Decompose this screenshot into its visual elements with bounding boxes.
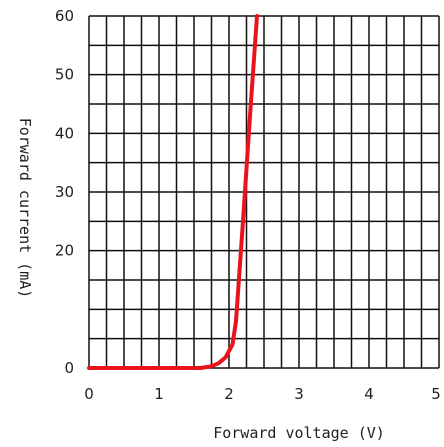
x-tick-label: 5 — [431, 385, 441, 403]
y-tick-labels: 0 20 30 40 50 60 — [55, 7, 74, 377]
y-axis-label: Forward current (mA) — [16, 118, 34, 299]
x-tick-label: 1 — [154, 385, 164, 403]
y-tick-label: 40 — [55, 124, 74, 142]
x-tick-labels: 0 1 2 3 4 5 — [84, 385, 441, 403]
y-tick-label: 0 — [64, 359, 74, 377]
x-tick-label: 2 — [224, 385, 234, 403]
y-tick-label: 60 — [55, 7, 74, 25]
grid — [88, 15, 440, 369]
x-axis-label: Forward voltage (V) — [213, 424, 385, 442]
y-tick-label: 50 — [55, 66, 74, 84]
series-line — [87, 14, 259, 370]
x-tick-label: 4 — [364, 385, 374, 403]
y-tick-label: 30 — [55, 183, 74, 201]
y-tick-label: 20 — [55, 242, 74, 260]
x-tick-label: 0 — [84, 385, 94, 403]
x-tick-label: 3 — [294, 385, 304, 403]
